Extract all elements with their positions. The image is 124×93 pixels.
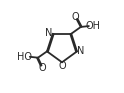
Text: O: O bbox=[58, 61, 66, 71]
Text: O: O bbox=[72, 12, 80, 22]
Text: HO: HO bbox=[17, 52, 32, 62]
Text: OH: OH bbox=[86, 21, 101, 31]
Text: N: N bbox=[45, 28, 53, 38]
Text: O: O bbox=[38, 63, 46, 73]
Text: N: N bbox=[77, 46, 84, 56]
